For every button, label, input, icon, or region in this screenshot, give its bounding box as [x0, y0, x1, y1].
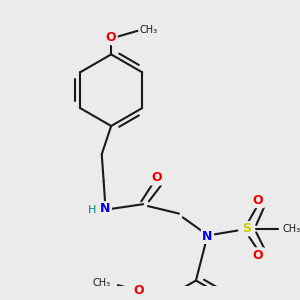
- Text: N: N: [100, 202, 111, 215]
- Text: CH₃: CH₃: [92, 278, 110, 288]
- Text: O: O: [133, 284, 144, 297]
- Text: O: O: [151, 171, 162, 184]
- Text: CH₃: CH₃: [140, 25, 158, 35]
- Text: S: S: [242, 222, 251, 235]
- Text: O: O: [253, 248, 263, 262]
- Text: N: N: [202, 230, 212, 243]
- Text: O: O: [106, 31, 116, 44]
- Text: O: O: [253, 194, 263, 207]
- Text: CH₃: CH₃: [283, 224, 300, 234]
- Text: H: H: [88, 205, 97, 215]
